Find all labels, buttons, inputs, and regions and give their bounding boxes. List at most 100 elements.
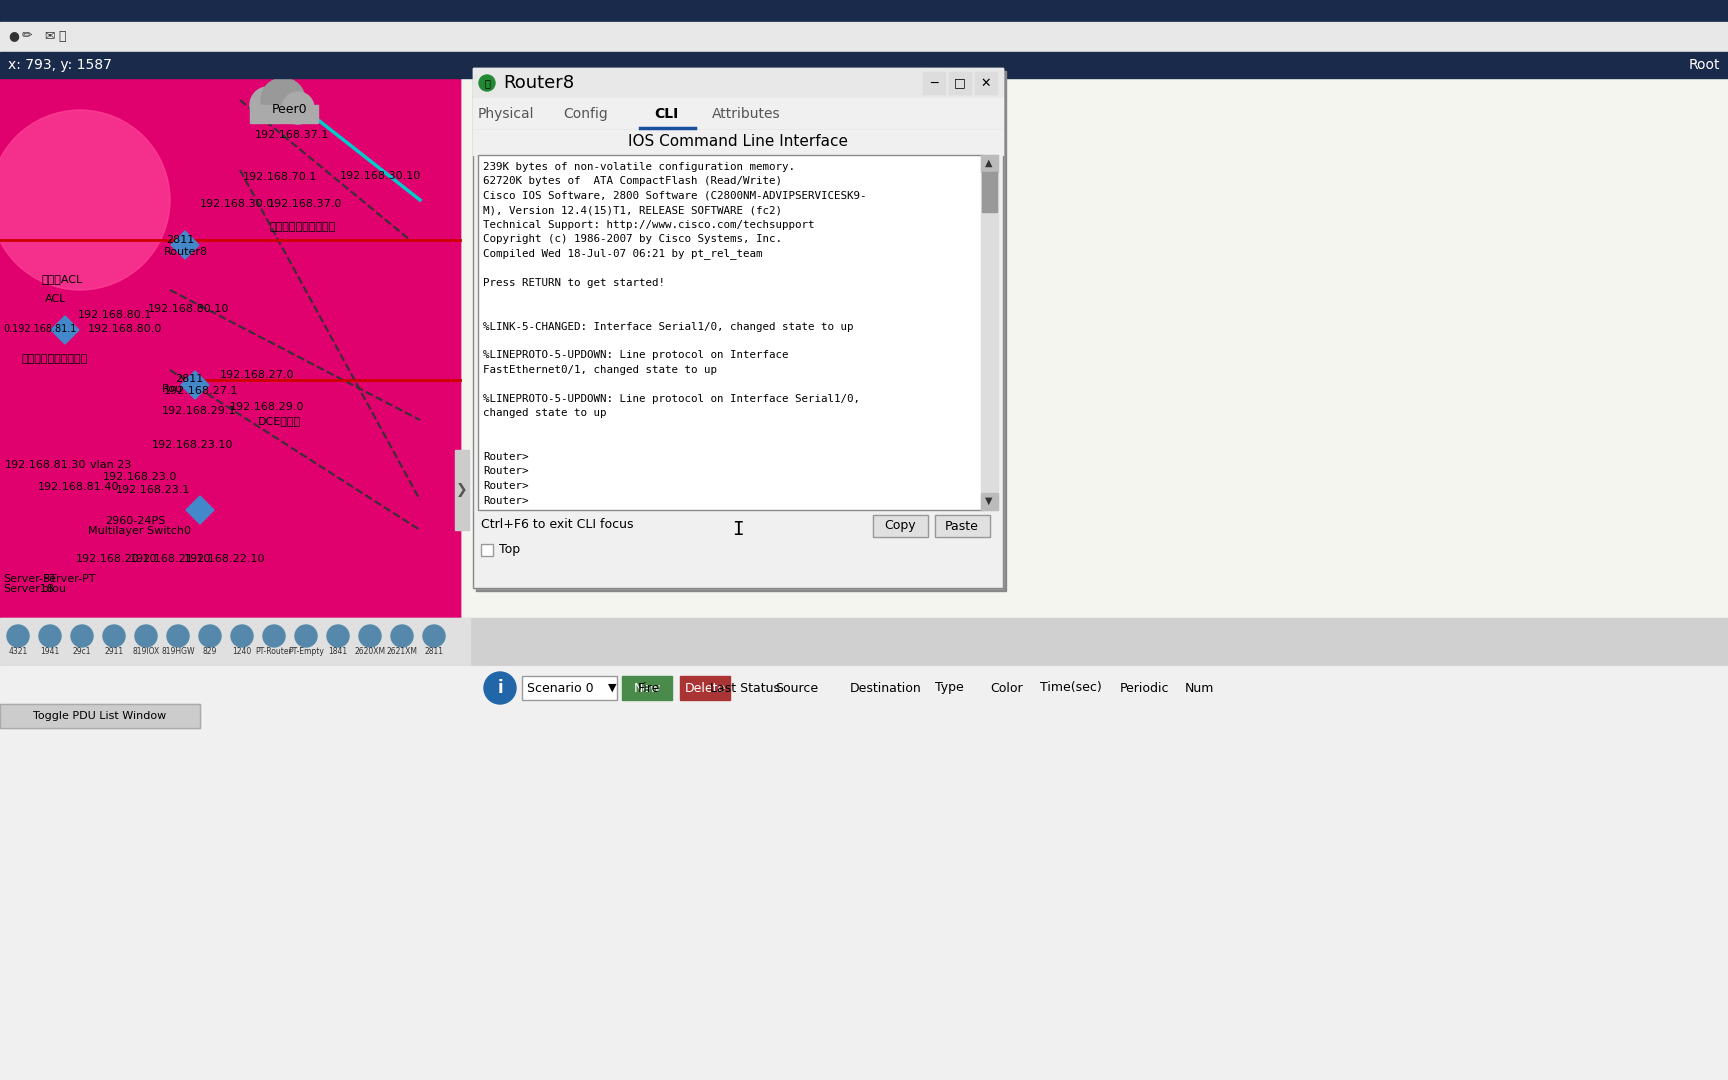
Text: New: New: [634, 681, 660, 694]
Circle shape: [0, 110, 169, 291]
Text: Cisco IOS Software, 2800 Software (C2800NM-ADVIPSERVICESK9-: Cisco IOS Software, 2800 Software (C2800…: [484, 191, 866, 201]
Bar: [923, 72, 945, 94]
Bar: [0, 78, 1728, 618]
Text: Top: Top: [499, 543, 520, 556]
Bar: [473, 130, 1002, 156]
Text: Multilayer Switch0: Multilayer Switch0: [88, 526, 192, 536]
Circle shape: [282, 92, 314, 124]
Text: Last Status: Last Status: [710, 681, 779, 694]
Text: 2621XM: 2621XM: [387, 648, 418, 657]
Text: 192.168.37.0: 192.168.37.0: [268, 199, 342, 210]
Text: 29c1: 29c1: [73, 648, 92, 657]
Text: ACL: ACL: [45, 294, 66, 303]
Text: Router>: Router>: [484, 467, 529, 476]
Bar: [681, 676, 729, 700]
Text: 192.168.27.0: 192.168.27.0: [219, 370, 294, 380]
Text: 192.168.21.10: 192.168.21.10: [130, 554, 211, 564]
Text: Delete: Delete: [684, 681, 726, 694]
Text: Technical Support: http://www.cisco.com/techsupport: Technical Support: http://www.cisco.com/…: [484, 220, 814, 230]
Text: 192.168.27.1: 192.168.27.1: [164, 386, 238, 396]
Text: 2811: 2811: [175, 374, 204, 384]
Text: ✏: ✏: [22, 29, 33, 42]
Text: 192.168.20.10: 192.168.20.10: [76, 554, 157, 564]
Text: 62720K bytes of  ATA CompactFlash (Read/Write): 62720K bytes of ATA CompactFlash (Read/W…: [484, 176, 783, 187]
Text: ❯: ❯: [456, 483, 468, 497]
Polygon shape: [171, 231, 199, 259]
Text: 192.168.29.0: 192.168.29.0: [230, 402, 304, 411]
Text: 此部分只用来模拟验证: 此部分只用来模拟验证: [22, 354, 88, 364]
Text: 192.168.30.0: 192.168.30.0: [200, 199, 275, 210]
Circle shape: [135, 625, 157, 647]
Text: Periodic: Periodic: [1120, 681, 1170, 694]
Circle shape: [359, 625, 380, 647]
Text: 192.168.80.0: 192.168.80.0: [88, 324, 162, 334]
Bar: [0, 666, 1728, 1080]
Text: 192.168.81.40: 192.168.81.40: [38, 482, 119, 492]
Text: 2620XM: 2620XM: [354, 648, 385, 657]
Text: ▼: ▼: [608, 683, 617, 693]
Text: Copyright (c) 1986-2007 by Cisco Systems, Inc.: Copyright (c) 1986-2007 by Cisco Systems…: [484, 234, 783, 244]
Text: ●: ●: [9, 29, 19, 42]
Circle shape: [484, 672, 517, 704]
Text: Copy: Copy: [885, 519, 916, 532]
Text: blou: blou: [41, 584, 66, 594]
Bar: [0, 666, 1728, 669]
Bar: [982, 156, 999, 510]
Text: Router>: Router>: [484, 453, 529, 462]
Bar: [522, 676, 617, 700]
Text: 192.168.29.1: 192.168.29.1: [162, 406, 237, 416]
Bar: [982, 492, 999, 510]
Circle shape: [263, 625, 285, 647]
Text: %LINEPROTO-5-UPDOWN: Line protocol on Interface: %LINEPROTO-5-UPDOWN: Line protocol on In…: [484, 351, 788, 361]
Text: Rou: Rou: [162, 384, 183, 394]
Text: 0.192.168.81.1: 0.192.168.81.1: [3, 324, 76, 334]
Text: PT-Router: PT-Router: [256, 648, 292, 657]
Text: Num: Num: [1185, 681, 1215, 694]
Bar: [0, 704, 200, 728]
Circle shape: [168, 625, 188, 647]
Circle shape: [199, 625, 221, 647]
Text: 192.168.23.10: 192.168.23.10: [152, 440, 233, 450]
Bar: [473, 98, 1002, 130]
Text: DCE串口线: DCE串口线: [257, 416, 301, 426]
Text: Server-PT: Server-PT: [3, 573, 57, 584]
Text: PT-Empty: PT-Empty: [289, 648, 323, 657]
Text: Compiled Wed 18-Jul-07 06:21 by pt_rel_team: Compiled Wed 18-Jul-07 06:21 by pt_rel_t…: [484, 248, 762, 259]
Bar: [0, 0, 1728, 22]
Text: 1240: 1240: [232, 648, 252, 657]
Text: 192.168.37.1: 192.168.37.1: [256, 130, 330, 140]
Text: 192.168.30.10: 192.168.30.10: [340, 171, 422, 181]
Text: Config: Config: [563, 107, 608, 121]
Bar: [975, 72, 997, 94]
Circle shape: [71, 625, 93, 647]
Text: Source: Source: [774, 681, 817, 694]
Circle shape: [104, 625, 124, 647]
Circle shape: [232, 625, 252, 647]
Bar: [522, 676, 617, 700]
Bar: [454, 450, 468, 530]
Text: 192.168.23.0: 192.168.23.0: [104, 472, 178, 482]
Text: ✉: ✉: [43, 29, 55, 42]
Text: Router8: Router8: [503, 75, 574, 92]
Text: Destination: Destination: [850, 681, 921, 694]
Circle shape: [261, 78, 306, 122]
Text: Type: Type: [935, 681, 964, 694]
Text: 819HGW: 819HGW: [161, 648, 195, 657]
Text: 此模拟只用来模拟验证: 此模拟只用来模拟验证: [270, 222, 337, 232]
Bar: [475, 71, 1006, 591]
Text: Physical: Physical: [477, 107, 534, 121]
Text: 192.168.23.1: 192.168.23.1: [116, 485, 190, 495]
Text: Toggle PDU List Window: Toggle PDU List Window: [33, 711, 166, 721]
Circle shape: [327, 625, 349, 647]
Bar: [0, 22, 1728, 52]
Bar: [0, 52, 1728, 78]
Bar: [0, 78, 460, 618]
Bar: [473, 68, 1002, 588]
Text: Root: Root: [1688, 58, 1719, 72]
Bar: [480, 544, 492, 556]
Text: 239K bytes of non-volatile configuration memory.: 239K bytes of non-volatile configuration…: [484, 162, 795, 172]
Text: Peer0: Peer0: [273, 103, 308, 116]
Bar: [479, 156, 983, 510]
Bar: [622, 676, 672, 700]
Bar: [473, 68, 1002, 98]
